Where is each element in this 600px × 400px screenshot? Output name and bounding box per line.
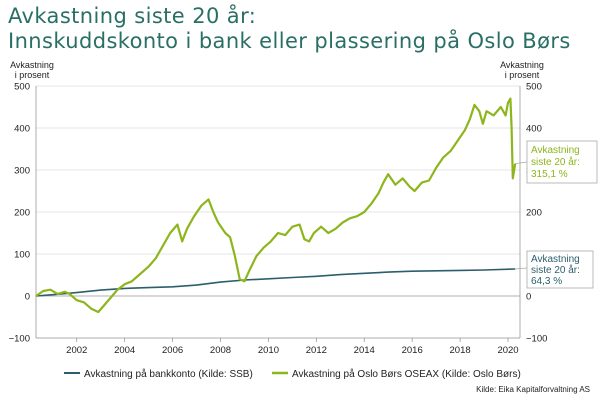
- bank-callout-line3: 64,3 %: [531, 276, 562, 287]
- y-tick-label-left: 500: [14, 82, 30, 93]
- x-tick-label: 2016: [402, 345, 423, 356]
- series-line-oseax: [35, 97, 517, 314]
- x-tick-label: 2020: [497, 345, 518, 356]
- y-tick-label-left: 200: [14, 208, 30, 219]
- x-axis: 2002 2004 2006 2008 2010 2012 2014 2016 2018 2020: [66, 338, 519, 356]
- series-lines: [35, 97, 517, 314]
- y-tick-label-right: 0: [526, 292, 531, 303]
- x-tick-label: 2002: [66, 345, 87, 356]
- legend-label-bank: Avkastning på bankkonto (Kilde: SSB): [84, 368, 253, 380]
- bank-callout-line1: Avkastning: [531, 254, 580, 265]
- y-tick-label-left: 400: [14, 124, 30, 135]
- source-note: Kilde: Eika Kapitalforvaltning AS: [476, 385, 590, 394]
- y-tick-label-left: −100: [9, 334, 30, 345]
- y-tick-label-left: 0: [25, 292, 30, 303]
- bank-callout-line2: siste 20 år:: [531, 264, 580, 276]
- oseax-callout-leader: [515, 161, 528, 165]
- y-tick-label-right: 500: [526, 82, 542, 93]
- right-axis-title-line2: i prosent: [504, 70, 540, 80]
- y-tick-label-left: 300: [14, 166, 30, 177]
- x-tick-label: 2010: [258, 345, 279, 356]
- left-axis-title-line2: i prosent: [14, 70, 50, 80]
- chart-title-line2: Innskuddskonto i bank eller plassering p…: [8, 29, 571, 53]
- left-axis-title-line1: Avkastning: [10, 60, 54, 70]
- left-y-axis: −100 0 100 200 300 400 500: [9, 82, 30, 345]
- x-tick-label: 2018: [450, 345, 471, 356]
- right-axis-title-line1: Avkastning: [500, 60, 544, 70]
- gridlines: [35, 85, 521, 339]
- x-tick-label: 2006: [162, 345, 183, 356]
- x-tick-label: 2012: [306, 345, 327, 356]
- x-tick-label: 2014: [354, 345, 375, 356]
- oseax-callout-box: [526, 140, 598, 184]
- legend-label-oseax: Avkastning på Oslo Børs OSEAX (Kilde: Os…: [292, 368, 521, 380]
- x-tick-label: 2004: [114, 345, 135, 356]
- legend: Avkastning på bankkonto (Kilde: SSB) Avk…: [64, 368, 521, 380]
- oseax-callout-line2: siste 20 år:: [531, 156, 580, 168]
- x-tick-label: 2008: [210, 345, 231, 356]
- y-tick-label-left: 100: [14, 250, 30, 261]
- series-line-bank: [35, 268, 516, 297]
- bank-callout: Avkastning siste 20 år: 64,3 %: [515, 250, 594, 289]
- right-axis-title: Avkastning i prosent: [492, 60, 552, 80]
- left-axis-title: Avkastning i prosent: [4, 60, 60, 80]
- y-tick-label-right: −100: [526, 334, 547, 345]
- y-tick-label-right: 400: [526, 124, 542, 135]
- bank-callout-leader: [515, 267, 528, 270]
- bank-callout-box: [526, 250, 594, 289]
- oseax-callout: Avkastning siste 20 år: 315,1 %: [515, 140, 598, 184]
- oseax-callout-line1: Avkastning: [531, 145, 580, 156]
- chart-title-line1: Avkastning siste 20 år:: [8, 4, 257, 28]
- oseax-callout-line3: 315,1 %: [531, 169, 568, 180]
- y-tick-label-right: 200: [526, 208, 542, 219]
